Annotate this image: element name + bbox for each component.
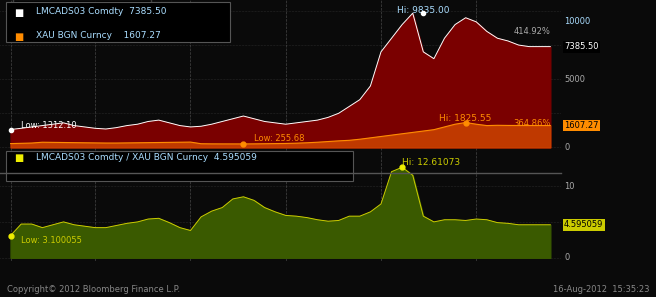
Text: 10000: 10000: [564, 17, 590, 26]
Text: Hi: 9835.00: Hi: 9835.00: [397, 6, 449, 15]
Text: 0: 0: [564, 253, 569, 262]
Text: Low: 3.100055: Low: 3.100055: [21, 236, 82, 244]
Text: 16-Aug-2012  15:35:23: 16-Aug-2012 15:35:23: [553, 285, 649, 294]
Text: LMCADS03 Comdty  7385.50: LMCADS03 Comdty 7385.50: [37, 7, 167, 16]
Text: 414.92%: 414.92%: [514, 27, 550, 36]
Text: 4.595059: 4.595059: [564, 220, 604, 229]
Text: 7385.50: 7385.50: [564, 42, 598, 51]
Text: ■: ■: [14, 7, 23, 18]
Text: XAU BGN Curncy    1607.27: XAU BGN Curncy 1607.27: [37, 31, 161, 40]
Text: ■: ■: [14, 154, 23, 163]
Text: 10: 10: [564, 181, 575, 190]
FancyBboxPatch shape: [6, 151, 354, 181]
Text: 364.86%: 364.86%: [513, 119, 550, 128]
Text: LMCADS03 Comdty  7385.50: LMCADS03 Comdty 7385.50: [17, 3, 148, 12]
Text: 1607.27: 1607.27: [564, 121, 598, 130]
Text: Low: 255.68: Low: 255.68: [254, 134, 304, 143]
Text: LMCADS03 Comdty / XAU BGN Curncy  4.595059: LMCADS03 Comdty / XAU BGN Curncy 4.59505…: [37, 153, 257, 162]
Text: Copyright© 2012 Bloomberg Finance L.P.: Copyright© 2012 Bloomberg Finance L.P.: [7, 285, 180, 294]
Text: ■: ■: [14, 31, 23, 42]
FancyBboxPatch shape: [6, 1, 230, 42]
Text: 0: 0: [564, 143, 569, 152]
Text: Hi: 12.61073: Hi: 12.61073: [402, 158, 461, 167]
Text: 5000: 5000: [564, 75, 585, 84]
Text: Hi: 1825.55: Hi: 1825.55: [440, 114, 492, 124]
Text: Low: 1312.10: Low: 1312.10: [21, 121, 77, 129]
